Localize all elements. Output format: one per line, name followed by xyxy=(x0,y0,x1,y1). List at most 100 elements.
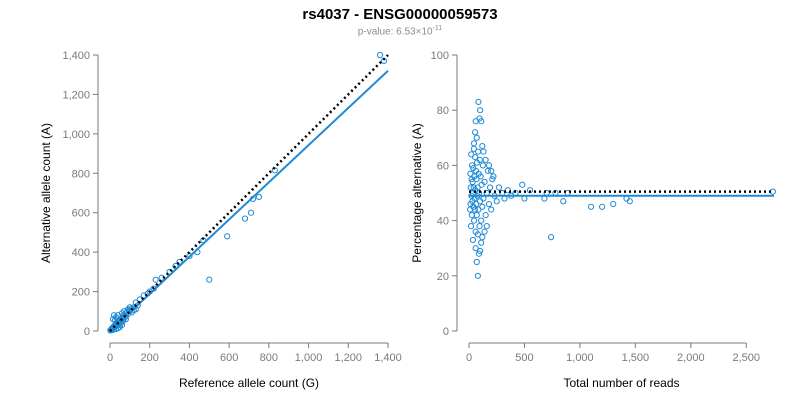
data-point xyxy=(485,162,493,169)
x-tick-label: 1,000 xyxy=(295,352,323,364)
data-point xyxy=(478,217,485,224)
y-tick-label: 80 xyxy=(437,105,449,117)
data-point xyxy=(472,245,479,252)
right-scatter-plot: 0 500 1,000 1,500 2,000 2,500 0 20 40 60 80 100 Tota… xyxy=(410,50,776,390)
data-point xyxy=(504,187,511,194)
data-point xyxy=(486,184,494,191)
left-scatter-plot: 0 200 400 600 800 1,000 1,200 1,400 0 200 400 600 80… xyxy=(39,50,402,390)
data-point xyxy=(473,258,480,266)
y-tick-label: 0 xyxy=(443,326,449,338)
fit-line xyxy=(109,70,389,332)
x-tick-label: 2,000 xyxy=(677,352,705,364)
data-point xyxy=(118,310,126,317)
chart-title: rs4037 - ENSG00000059573 xyxy=(302,6,498,23)
x-tick-label: 1,000 xyxy=(566,352,594,364)
data-point xyxy=(241,215,249,222)
y-tick-label: 600 xyxy=(72,208,90,220)
x-tick-label: 0 xyxy=(107,352,113,364)
data-point xyxy=(610,200,617,208)
data-point xyxy=(474,272,481,279)
data-point xyxy=(587,203,595,210)
x-tick-label: 800 xyxy=(260,352,278,364)
data-point xyxy=(470,140,478,147)
data-point xyxy=(475,250,483,257)
data-point xyxy=(469,162,476,169)
y-tick-label: 60 xyxy=(437,160,449,172)
data-point xyxy=(476,247,484,255)
data-point xyxy=(484,167,491,175)
data-point xyxy=(626,198,633,205)
data-point xyxy=(224,233,231,240)
y-tick-label: 1,400 xyxy=(62,50,90,62)
data-point xyxy=(547,234,555,241)
y-tick-label: 20 xyxy=(437,271,449,283)
data-point xyxy=(483,223,490,230)
data-point xyxy=(488,206,495,213)
data-point xyxy=(598,203,606,210)
data-point xyxy=(470,165,477,172)
data-point xyxy=(480,148,487,155)
data-point xyxy=(472,118,479,125)
x-tick-label: 2,500 xyxy=(733,352,761,364)
x-axis-label: Reference allele count (G) xyxy=(179,376,319,390)
data-point xyxy=(247,209,255,216)
data-point xyxy=(467,184,474,191)
data-point xyxy=(478,181,485,188)
data-point xyxy=(560,198,567,205)
x-tick-label: 500 xyxy=(515,352,533,364)
data-point xyxy=(476,223,483,230)
data-point xyxy=(469,236,477,244)
y-tick-label: 800 xyxy=(72,168,90,180)
data-point xyxy=(493,198,500,205)
data-point xyxy=(479,234,486,241)
data-point xyxy=(472,228,479,235)
data-point xyxy=(769,188,776,195)
reference-line xyxy=(109,54,389,332)
data-point xyxy=(479,162,486,169)
data-point xyxy=(478,239,485,246)
y-tick-label: 400 xyxy=(72,247,90,259)
data-point xyxy=(473,159,481,166)
data-point xyxy=(118,321,126,329)
y-axis-label: Percentage alternative (A) xyxy=(410,123,424,262)
y-tick-label: 100 xyxy=(431,50,449,62)
data-point xyxy=(489,176,496,183)
data-point xyxy=(475,98,482,106)
data-point xyxy=(470,145,477,152)
x-tick-label: 0 xyxy=(466,352,472,364)
data-point xyxy=(255,193,263,201)
data-point xyxy=(479,142,486,150)
data-point xyxy=(475,206,482,213)
data-point xyxy=(469,178,476,186)
data-point xyxy=(473,134,480,141)
y-tick-label: 1,200 xyxy=(62,89,90,101)
data-point xyxy=(482,156,489,163)
data-point xyxy=(468,176,475,183)
x-tick-label: 1,200 xyxy=(335,352,363,364)
data-point xyxy=(472,129,479,136)
y-tick-label: 200 xyxy=(72,287,90,299)
data-point xyxy=(113,315,121,322)
data-point xyxy=(468,211,475,219)
data-point xyxy=(481,228,488,235)
chart-subtitle: p-value: 6.53×10-11 xyxy=(0,25,800,37)
p-value-text: p-value: 6.53×10 xyxy=(357,26,433,38)
data-point xyxy=(488,167,495,175)
data-point xyxy=(485,200,493,208)
data-point xyxy=(476,107,484,114)
x-axis-label: Total number of reads xyxy=(563,376,679,390)
data-point xyxy=(467,206,474,213)
data-point xyxy=(482,211,489,219)
data-point xyxy=(376,51,384,59)
x-tick-label: 400 xyxy=(180,352,198,364)
data-point xyxy=(519,181,526,188)
x-tick-label: 1,400 xyxy=(374,352,402,364)
x-tick-label: 200 xyxy=(141,352,159,364)
y-tick-label: 0 xyxy=(84,326,90,338)
y-axis-label: Alternative allele count (A) xyxy=(39,123,53,263)
data-point xyxy=(495,184,503,191)
data-point xyxy=(467,170,474,177)
data-point xyxy=(468,151,475,158)
data-point xyxy=(152,276,159,283)
p-value-exponent: -11 xyxy=(432,25,443,32)
